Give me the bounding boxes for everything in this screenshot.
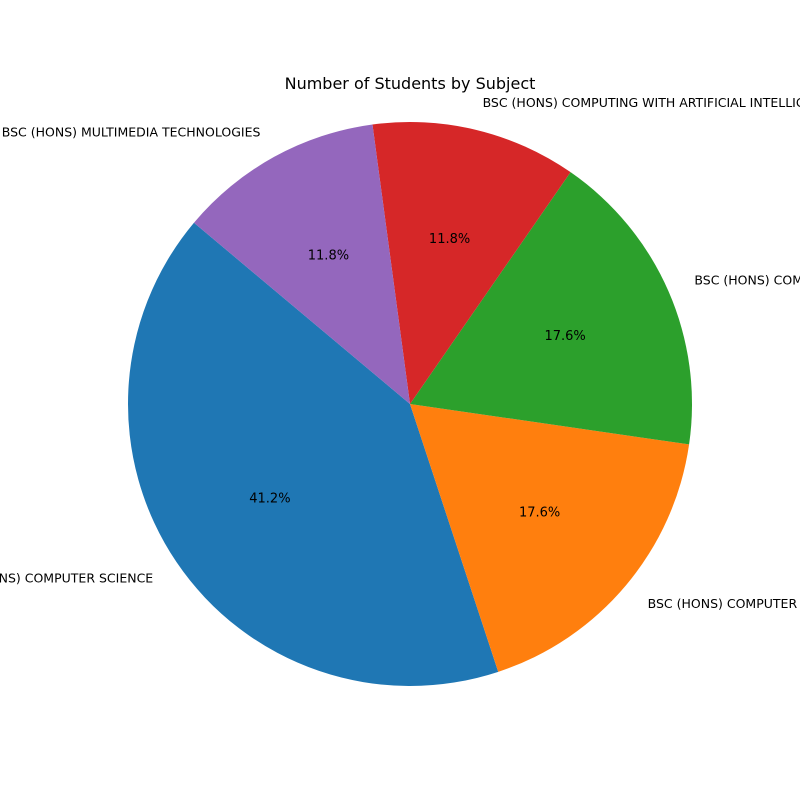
pie-slice-computing [410, 172, 692, 445]
percent-label-computer-science-b: 17.6% [519, 505, 560, 520]
pie-slices [127, 122, 692, 686]
category-label-multimedia-technologies: BSC (HONS) MULTIMEDIA TECHNOLOGIES [2, 125, 261, 140]
percent-label-multimedia-technologies: 11.8% [308, 248, 349, 263]
percent-labels: 41.2% 17.6% 17.6% 11.8% 11.8% [249, 232, 586, 520]
pie-slice-computing-with-ai [372, 122, 571, 404]
category-label-computing: BSC (HONS) COMPUTING [694, 273, 800, 288]
chart-title: Number of Students by Subject [285, 74, 536, 93]
percent-label-computing: 17.6% [544, 329, 585, 344]
pie-slice-computer-science-a [127, 222, 499, 686]
category-labels: BSC (HONS) COMPUTER SCIENCE BSC (HONS) CO… [0, 95, 800, 611]
category-label-computer-science-b: BSC (HONS) COMPUTER SCIENCE [648, 596, 800, 611]
pie-slice-computer-science-b [410, 404, 690, 672]
percent-label-computer-science-a: 41.2% [249, 491, 290, 506]
category-label-computing-with-ai: BSC (HONS) COMPUTING WITH ARTIFICIAL INT… [483, 95, 800, 110]
pie-slice-multimedia-technologies [193, 124, 410, 405]
percent-label-computing-with-ai: 11.8% [429, 232, 470, 247]
category-label-computer-science-a: BSC (HONS) COMPUTER SCIENCE [0, 570, 153, 585]
